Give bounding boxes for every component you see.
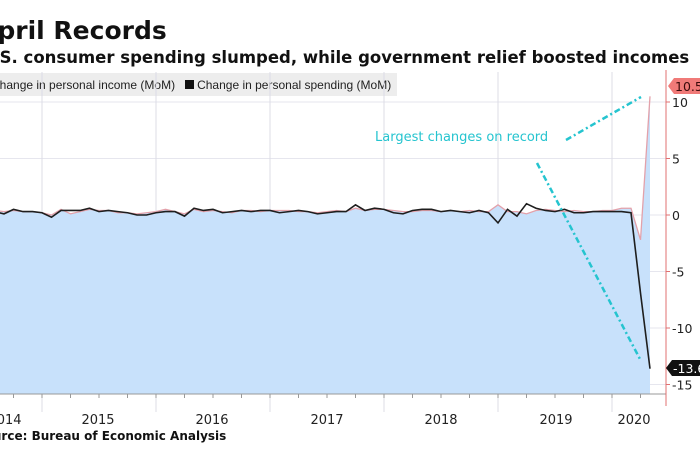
chart-subtitle: U.S. consumer spending slumped, while go… [0, 48, 690, 67]
source-note: Source: Bureau of Economic Analysis [0, 429, 227, 443]
spending-line [0, 202, 651, 369]
annotation-text: Largest changes on record [375, 130, 548, 145]
spending-end-tag [666, 360, 700, 376]
income-end-tag [668, 78, 700, 94]
y-tick-label: 0 [672, 208, 680, 223]
chart-title: April Records [0, 16, 167, 45]
x-year-label: 2015 [81, 413, 114, 428]
y-tick-label: 10 [672, 95, 688, 110]
y-tick-label: -5 [672, 265, 684, 280]
annotation-arrow-income [565, 95, 642, 142]
legend-item-spending: Change in personal spending (MoM) [185, 78, 391, 92]
legend-label-income: Change in personal income (MoM) [0, 77, 176, 92]
y-tick-label: -10 [672, 321, 692, 336]
legend-label-spending: Change in personal spending (MoM) [197, 77, 392, 92]
income-end-label: 10.5 [675, 79, 700, 94]
x-year-label: 2019 [539, 413, 572, 428]
y-tick-label: 5 [672, 152, 680, 167]
x-year-label: 2014 [0, 413, 22, 428]
x-year-label: 2017 [310, 413, 343, 428]
x-year-label: 2018 [424, 413, 457, 428]
legend-swatch-spending [185, 80, 195, 89]
annotation-arrow-spending [535, 162, 643, 362]
x-year-label: 2020 [617, 413, 650, 428]
legend-item-income: Change in personal income (MoM) [0, 78, 175, 92]
legend: Change in personal income (MoM) Change i… [0, 73, 398, 96]
x-year-label: 2016 [195, 413, 228, 428]
y-tick-label: -15 [672, 378, 692, 393]
spending-end-label: -13.6 [673, 361, 700, 376]
income-area [0, 96, 650, 394]
